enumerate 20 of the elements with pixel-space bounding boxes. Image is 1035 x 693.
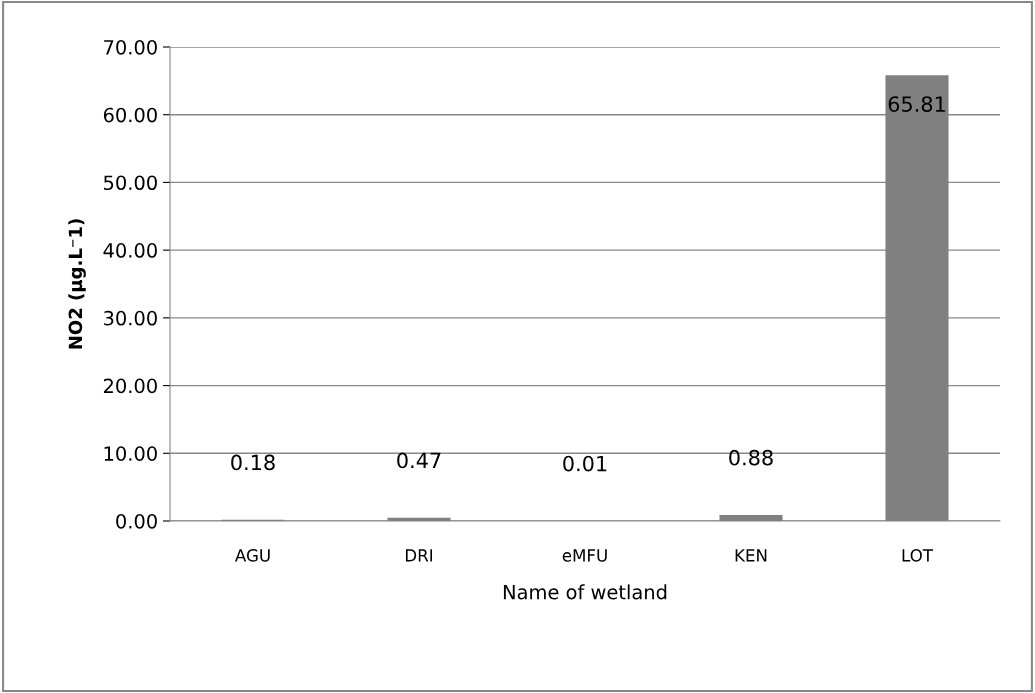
y-tick-label: 30.00 [104,310,157,326]
data-label: 0.01 [563,455,607,472]
x-tick-label: DRI [405,549,433,562]
y-tick-label: 10.00 [104,446,157,461]
x-tick-label: AGU [235,549,270,562]
x-tick-label: eMFU [562,549,607,562]
x-axis-title: Name of wetland [503,584,667,600]
data-label: 0.18 [231,454,275,471]
data-label: 65.81 [888,96,945,112]
y-tick-label: 70.00 [104,39,157,55]
y-tick-label: 20.00 [103,378,157,394]
y-tick-label: 0.00 [116,513,157,529]
y-tick-label: 50.00 [104,175,157,191]
y-tick-label: 60.00 [103,107,157,123]
data-label: 0.47 [397,452,441,469]
data-label: 0.88 [729,449,773,466]
x-tick-label: LOT [902,549,934,562]
y-tick-label: 40.00 [103,243,157,258]
y-axis-title: NO2 (µg.L⁻1) [68,219,86,349]
x-tick-label: KEN [735,549,767,562]
